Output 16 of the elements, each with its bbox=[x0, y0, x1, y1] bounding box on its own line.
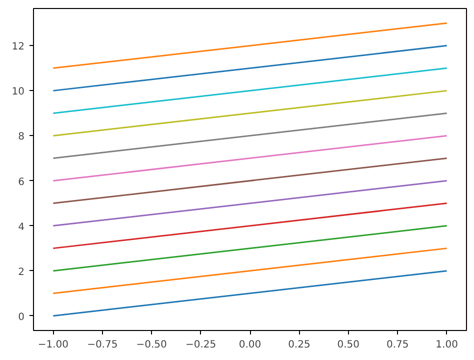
y-tick-label: 10 bbox=[12, 86, 25, 98]
y-tick-label: 2 bbox=[18, 266, 25, 278]
x-tick-label: −1.00 bbox=[38, 340, 69, 350]
x-tick-label: −0.50 bbox=[136, 340, 167, 350]
y-tick-label: 0 bbox=[18, 312, 25, 323]
y-tick-label: 4 bbox=[18, 222, 25, 233]
y-tick-label: 8 bbox=[18, 132, 25, 143]
x-tick-label: 0.75 bbox=[386, 340, 409, 350]
x-tick-label: 0.25 bbox=[288, 340, 310, 350]
x-tick-label: −0.25 bbox=[185, 340, 216, 350]
x-tick-label: 1.00 bbox=[436, 340, 458, 350]
y-tick-label: 12 bbox=[12, 42, 25, 53]
x-tick-label: 0.00 bbox=[238, 340, 262, 350]
x-tick-label: −0.75 bbox=[87, 340, 118, 350]
x-tick-label: 0.50 bbox=[337, 340, 360, 350]
y-tick-label: 6 bbox=[18, 176, 25, 188]
